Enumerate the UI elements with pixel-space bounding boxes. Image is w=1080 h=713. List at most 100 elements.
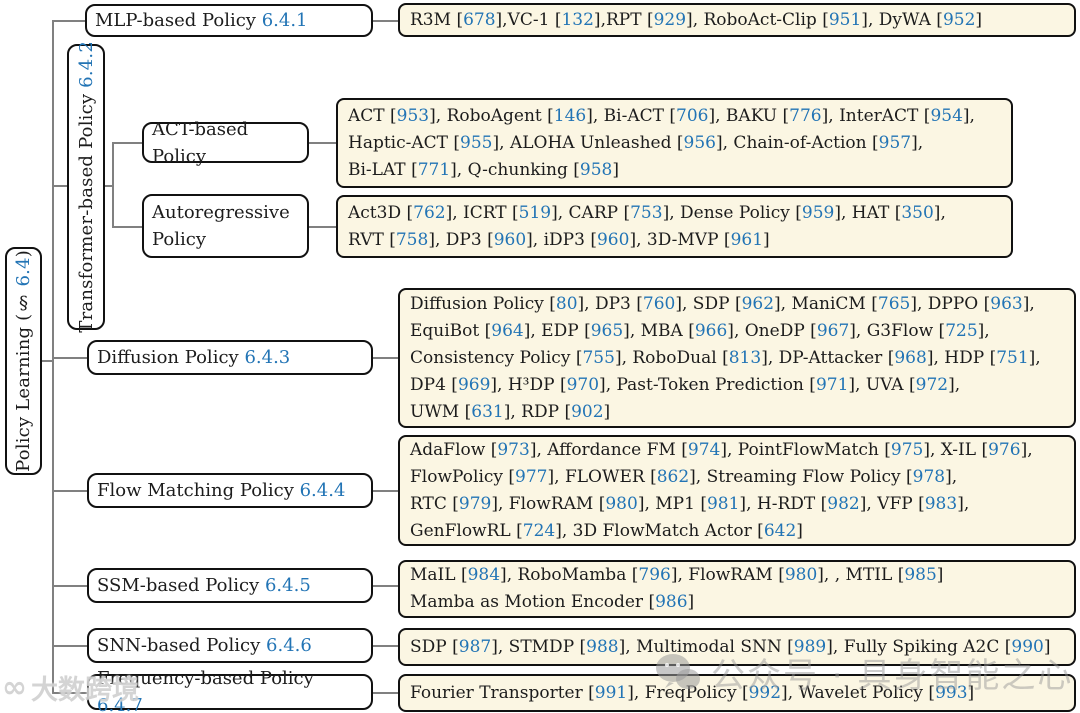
node-policy-learning: Policy Learning (§ 6.4) xyxy=(5,247,42,475)
leaf-snn-citations: SDP [987], STMDP [988], Multimodal SNN [… xyxy=(398,628,1076,666)
citation-link[interactable]: 985 xyxy=(904,565,937,585)
citation-line: GenFlowRL [724], 3D FlowMatch Actor [642… xyxy=(410,520,803,541)
citation-link[interactable]: 776 xyxy=(789,105,822,126)
node-diffusion-policy: Diffusion Policy 6.4.3 xyxy=(87,340,373,375)
citation-link[interactable]: 955 xyxy=(460,132,493,153)
section-link[interactable]: 6.4.7 xyxy=(97,695,143,713)
citation-link[interactable]: 751 xyxy=(996,347,1029,368)
citation-link[interactable]: 929 xyxy=(653,9,687,30)
citation-link[interactable]: 755 xyxy=(582,347,615,368)
citation-link[interactable]: 642 xyxy=(763,520,797,541)
section-link[interactable]: 6.4 xyxy=(13,257,34,287)
connector-line xyxy=(308,142,337,144)
citation-link[interactable]: 989 xyxy=(793,636,827,657)
citation-link[interactable]: 519 xyxy=(518,202,552,223)
node-label: SSM-based Policy 6.4.5 xyxy=(97,575,311,596)
citation-link[interactable]: 957 xyxy=(878,132,912,153)
citation-link[interactable]: 146 xyxy=(553,105,587,126)
citation-link[interactable]: 978 xyxy=(912,466,946,487)
citation-link[interactable]: 956 xyxy=(683,132,716,153)
citation-link[interactable]: 970 xyxy=(566,374,600,395)
section-link[interactable]: 6.4.3 xyxy=(244,347,291,368)
citation-link[interactable]: 951 xyxy=(828,9,862,30)
citation-link[interactable]: 678 xyxy=(463,9,496,30)
citation-link[interactable]: 990 xyxy=(1011,636,1044,657)
citation-link[interactable]: 724 xyxy=(522,520,556,541)
citation-link[interactable]: 771 xyxy=(417,159,451,180)
citation-line: MaIL [984], RoboMamba [796], FlowRAM [98… xyxy=(410,565,944,585)
citation-link[interactable]: 984 xyxy=(467,565,501,585)
citation-link[interactable]: 765 xyxy=(877,293,911,314)
citation-link[interactable]: 980 xyxy=(605,493,638,514)
watermark-logo-icon: ∞ xyxy=(2,669,27,705)
citation-link[interactable]: 966 xyxy=(694,320,728,341)
citation-link[interactable]: 796 xyxy=(638,565,671,585)
citation-link[interactable]: 975 xyxy=(890,439,924,460)
citation-line: Haptic-ACT [955], ALOHA Unleashed [956],… xyxy=(348,132,924,153)
citation-link[interactable]: 983 xyxy=(924,493,958,514)
node-mlp-based-policy: MLP-based Policy 6.4.1 xyxy=(85,4,373,37)
citation-line: UWM [631], RDP [902] xyxy=(410,401,611,422)
citation-link[interactable]: 952 xyxy=(942,9,976,30)
section-link[interactable]: 6.4.5 xyxy=(264,575,311,596)
citation-link[interactable]: 954 xyxy=(930,105,963,126)
citation-link[interactable]: 762 xyxy=(413,202,446,223)
citation-link[interactable]: 953 xyxy=(396,105,430,126)
citation-link[interactable]: 987 xyxy=(458,636,492,657)
connector-line xyxy=(53,185,68,187)
citation-link[interactable]: 967 xyxy=(816,320,850,341)
connector-line xyxy=(372,692,399,694)
citation-link[interactable]: 631 xyxy=(471,401,504,422)
citation-link[interactable]: 965 xyxy=(590,320,624,341)
citation-link[interactable]: 725 xyxy=(945,320,978,341)
node-flow-matching-policy: Flow Matching Policy 6.4.4 xyxy=(87,473,373,508)
citation-link[interactable]: 760 xyxy=(642,293,676,314)
connector-line xyxy=(372,585,399,587)
citation-link[interactable]: 959 xyxy=(801,202,835,223)
citation-link[interactable]: 982 xyxy=(827,493,860,514)
citation-link[interactable]: 969 xyxy=(457,374,491,395)
citation-link[interactable]: 350 xyxy=(901,202,934,223)
citation-link[interactable]: 971 xyxy=(815,374,849,395)
citation-link[interactable]: 964 xyxy=(491,320,524,341)
section-link[interactable]: 6.4.1 xyxy=(261,10,308,31)
citation-link[interactable]: 962 xyxy=(741,293,775,314)
citation-link[interactable]: 813 xyxy=(728,347,762,368)
citation-link[interactable]: 961 xyxy=(730,229,764,250)
citation-link[interactable]: 988 xyxy=(586,636,619,657)
leaf-mlp-citations: R3M [678],VC-1 [132],RPT [929], RoboAct-… xyxy=(398,3,1076,37)
citation-link[interactable]: 960 xyxy=(596,229,630,250)
citation-line: EquiBot [964], EDP [965], MBA [966], One… xyxy=(410,320,990,341)
citation-link[interactable]: 706 xyxy=(676,105,709,126)
leaf-act-citations: ACT [953], RoboAgent [146], Bi-ACT [706]… xyxy=(336,98,1013,188)
section-link[interactable]: 6.4.2 xyxy=(75,41,97,89)
citation-link[interactable]: 80 xyxy=(555,293,578,314)
citation-link[interactable]: 132 xyxy=(561,9,594,30)
citation-link[interactable]: 976 xyxy=(988,439,1021,460)
connector-line xyxy=(53,645,88,647)
citation-link[interactable]: 972 xyxy=(915,374,949,395)
citation-link[interactable]: 753 xyxy=(630,202,663,223)
citation-link[interactable]: 991 xyxy=(594,682,628,703)
leaf-flow-matching-citations: AdaFlow [973], Affordance FM [974], Poin… xyxy=(398,435,1076,546)
citation-link[interactable]: 973 xyxy=(497,439,530,460)
citation-link[interactable]: 986 xyxy=(655,592,688,612)
citation-link[interactable]: 968 xyxy=(894,347,927,368)
section-link[interactable]: 6.4.6 xyxy=(266,635,312,656)
citation-link[interactable]: 958 xyxy=(579,159,613,180)
citation-link[interactable]: 981 xyxy=(706,493,740,514)
citation-link[interactable]: 963 xyxy=(990,293,1023,314)
citation-link[interactable]: 862 xyxy=(656,466,690,487)
section-link[interactable]: 6.4.4 xyxy=(299,480,346,501)
citation-link[interactable]: 979 xyxy=(458,493,492,514)
citation-link[interactable]: 758 xyxy=(395,229,429,250)
citation-link[interactable]: 980 xyxy=(784,565,818,585)
citation-link[interactable]: 960 xyxy=(493,229,527,250)
connector-line xyxy=(372,490,399,492)
citation-link[interactable]: 993 xyxy=(935,682,968,703)
citation-link[interactable]: 902 xyxy=(571,401,604,422)
citation-link[interactable]: 977 xyxy=(515,466,548,487)
citation-link[interactable]: 992 xyxy=(748,682,782,703)
citation-line: AdaFlow [973], Affordance FM [974], Poin… xyxy=(410,439,1033,460)
citation-link[interactable]: 974 xyxy=(687,439,721,460)
